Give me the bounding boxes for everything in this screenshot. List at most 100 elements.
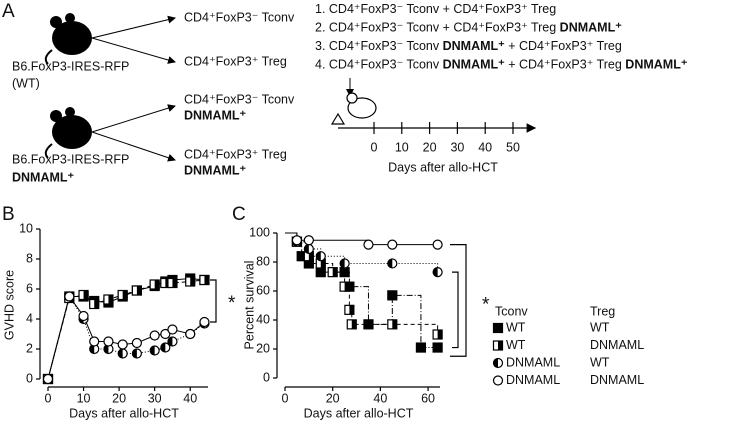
marker [327, 267, 338, 278]
marker [78, 289, 89, 301]
marker [315, 267, 326, 278]
y-tick-label: 80 [256, 254, 270, 268]
marker-half [190, 277, 195, 286]
x-tick-label: 20 [326, 391, 340, 405]
group-label: 4. CD4⁺FoxP3⁻ Tconv DNMAML⁺ + CD4⁺FoxP3⁺… [315, 58, 688, 72]
x-tick-label: 40 [183, 391, 197, 405]
marker-shape [387, 239, 398, 250]
marker-half [150, 346, 155, 355]
y-tick-label: 10 [19, 221, 33, 235]
marker [131, 348, 142, 359]
marker-half [387, 258, 393, 268]
panel-label: C [232, 204, 246, 225]
marker-half [351, 319, 357, 329]
x-tick-label: 30 [148, 391, 162, 405]
marker-half [344, 282, 350, 292]
marker-half [498, 341, 503, 350]
marker-half [160, 343, 166, 352]
marker-shape [303, 235, 314, 246]
timeline-tick-label: 40 [478, 140, 492, 154]
y-tick-label: 20 [256, 341, 270, 355]
significance-bracket [450, 244, 467, 357]
marker-half [118, 349, 123, 358]
legend-label: DNMAML [506, 355, 560, 369]
strain-name: B6.FoxP3-IRES-RFP [12, 152, 129, 166]
marker-shape [415, 342, 427, 353]
marker-half [167, 337, 173, 346]
marker-shape [42, 373, 54, 385]
marker [185, 328, 196, 340]
y-tick-label: 8 [26, 251, 33, 265]
timeline-tick-label: 30 [450, 140, 464, 154]
text-part: DNMAML⁺ [625, 58, 688, 72]
marker-shape [199, 316, 210, 328]
marker-half [304, 244, 309, 254]
marker-shape [387, 290, 398, 301]
marker-shape [492, 322, 504, 334]
marker [339, 267, 350, 278]
legend-label: WT [506, 320, 526, 334]
marker [103, 294, 114, 305]
marker [160, 342, 171, 353]
y-tick-label: 6 [26, 281, 33, 295]
significance-star: * [228, 293, 236, 314]
legend-header: Treg [590, 304, 615, 318]
marker-shape [117, 339, 128, 350]
marker [432, 267, 443, 278]
marker-shape [363, 239, 374, 250]
mouse-icon [44, 107, 92, 159]
marker-shape [167, 324, 178, 335]
marker [131, 337, 142, 349]
marker [185, 276, 196, 287]
marker [492, 322, 504, 334]
marker [415, 342, 427, 353]
marker-half [392, 319, 397, 329]
marker-half [154, 280, 160, 289]
marker-half [83, 290, 89, 300]
timeline-tick-label: 50 [506, 140, 520, 154]
text-part: 2. CD4⁺FoxP3⁻ Tconv + CD4⁺FoxP3⁺ Treg [315, 21, 560, 35]
marker [387, 290, 398, 301]
marker [160, 328, 171, 340]
marker-half [308, 251, 314, 261]
text-part: 4. CD4⁺FoxP3⁻ Tconv [315, 58, 443, 72]
marker [339, 258, 350, 269]
marker [339, 281, 350, 292]
marker [149, 330, 160, 341]
marker [117, 289, 128, 301]
marker [387, 239, 398, 250]
x-tick-label: 0 [282, 391, 289, 405]
panel-label: A [2, 1, 15, 22]
legend-label: DNMAML [506, 373, 560, 387]
marker [131, 285, 142, 296]
marker-shape [149, 330, 160, 341]
marker-half [172, 278, 177, 288]
marker-shape [315, 267, 326, 278]
y-tick-label: 0 [263, 370, 270, 384]
marker-shape [64, 291, 75, 302]
series-line [47, 295, 205, 380]
marker-shape [492, 375, 504, 386]
marker-shape [78, 310, 89, 322]
cell-label: CD4⁺FoxP3⁺ Treg [184, 147, 287, 161]
marker [303, 243, 314, 255]
legend-header: Tconv [495, 304, 528, 318]
marker [492, 375, 504, 386]
legend-label: DNMAML [590, 373, 644, 387]
x-axis-title: Days after allo-HCT [304, 406, 414, 420]
strain-note: DNMAML⁺ [12, 170, 75, 184]
marker-shape [339, 267, 350, 278]
marker-half [122, 290, 128, 300]
x-axis-title: Days after allo-HCT [69, 406, 179, 420]
marker-shape [291, 235, 303, 246]
x-tick-label: 60 [421, 391, 435, 405]
marker [432, 342, 443, 353]
x-tick-label: 10 [77, 391, 91, 405]
y-tick-label: 0 [26, 371, 33, 385]
strain-name: B6.FoxP3-IRES-RFP [12, 59, 129, 73]
recipient-mouse [330, 92, 377, 125]
y-axis-title: GVHD score [2, 270, 16, 340]
cell-label: DNMAML⁺ [184, 108, 247, 122]
marker [346, 319, 357, 330]
marker-half [433, 267, 438, 277]
